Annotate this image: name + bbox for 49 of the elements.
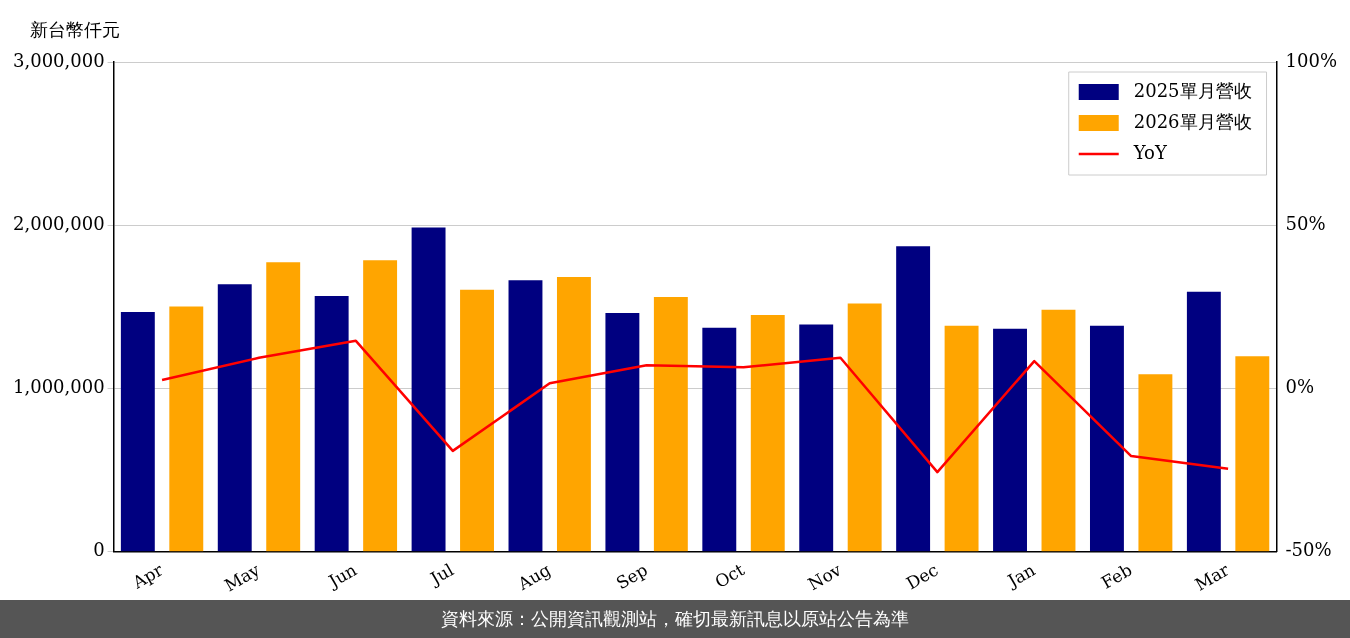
bar	[605, 312, 640, 552]
y-tick-label: 0	[93, 539, 105, 561]
bar	[1235, 356, 1270, 552]
x-tick-label: Apr	[128, 559, 168, 594]
x-tick-label: Aug	[513, 559, 555, 595]
x-tick-label: Oct	[711, 559, 748, 593]
y-axis-title: 新台幣仟元	[30, 18, 120, 40]
bar	[944, 325, 979, 552]
legend-label: YoY	[1132, 141, 1168, 163]
bar	[363, 260, 398, 552]
bar	[314, 296, 349, 552]
x-tick-label: Mar	[1191, 559, 1234, 595]
bar	[556, 277, 591, 552]
bar	[266, 262, 301, 552]
x-tick-label: Feb	[1097, 559, 1136, 593]
x-tick-label: Jul	[425, 559, 458, 590]
bar	[653, 297, 688, 552]
bar	[702, 327, 737, 552]
x-tick-label: Jun	[323, 559, 361, 593]
y2-tick-label: 50%	[1285, 212, 1326, 234]
bar	[1186, 291, 1221, 552]
bar	[508, 280, 543, 552]
x-tick-label: May	[221, 559, 264, 596]
bar	[896, 246, 931, 552]
y-tick-label: 2,000,000	[13, 212, 105, 234]
legend-label: 2025單月營收	[1133, 79, 1252, 101]
y2-tick-label: 100%	[1285, 49, 1338, 71]
bar	[1089, 325, 1124, 552]
bar	[411, 227, 446, 552]
bar	[799, 324, 834, 552]
y2-tick-label: 0%	[1285, 376, 1315, 398]
y2-tick-label: -50%	[1285, 539, 1332, 561]
x-tick-label: Jan	[1002, 559, 1039, 592]
bar	[120, 311, 155, 552]
bar	[169, 306, 204, 552]
bar	[993, 328, 1027, 552]
y-tick-label: 3,000,000	[13, 49, 105, 71]
bar	[750, 315, 785, 552]
bar	[217, 284, 252, 552]
y-tick-label: 1,000,000	[13, 376, 105, 398]
x-tick-label: Dec	[902, 559, 942, 594]
bar	[847, 303, 882, 552]
bar	[1041, 309, 1076, 552]
legend-label: 2026單月營收	[1133, 110, 1252, 132]
source-note: 資料來源：公開資訊觀測站，確切最新訊息以原站公告為準	[0, 600, 1350, 638]
x-tick-label: Sep	[612, 559, 651, 594]
bar	[1138, 374, 1173, 552]
bar	[460, 289, 494, 552]
x-tick-label: Nov	[804, 559, 845, 595]
